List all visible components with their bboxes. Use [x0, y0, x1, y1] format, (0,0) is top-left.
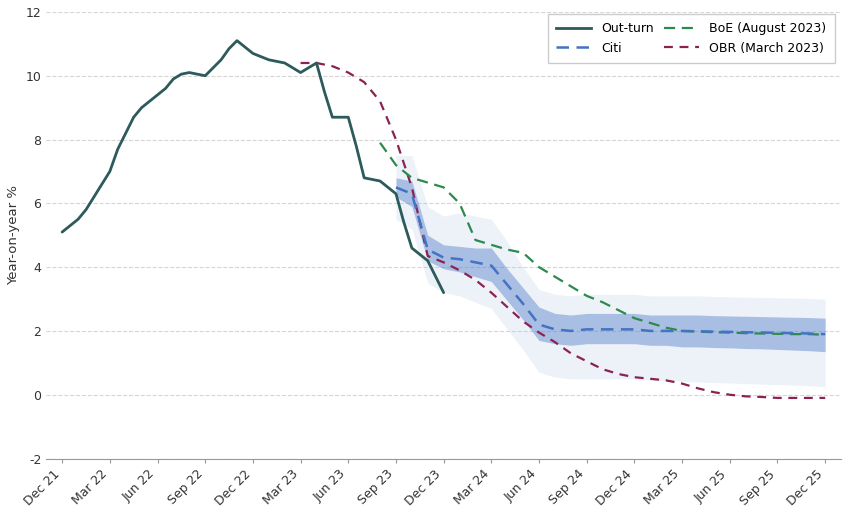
- Legend: Out-turn, Citi, BoE (August 2023), OBR (March 2023): Out-turn, Citi, BoE (August 2023), OBR (…: [548, 14, 834, 63]
- Y-axis label: Year-on-year %: Year-on-year %: [7, 185, 20, 285]
